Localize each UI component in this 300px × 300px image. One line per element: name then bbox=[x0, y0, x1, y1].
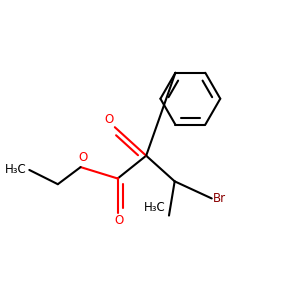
Text: O: O bbox=[79, 151, 88, 164]
Text: H₃C: H₃C bbox=[5, 164, 26, 176]
Text: O: O bbox=[115, 214, 124, 227]
Text: Br: Br bbox=[213, 192, 226, 205]
Text: H₃C: H₃C bbox=[144, 201, 166, 214]
Text: O: O bbox=[104, 113, 113, 126]
